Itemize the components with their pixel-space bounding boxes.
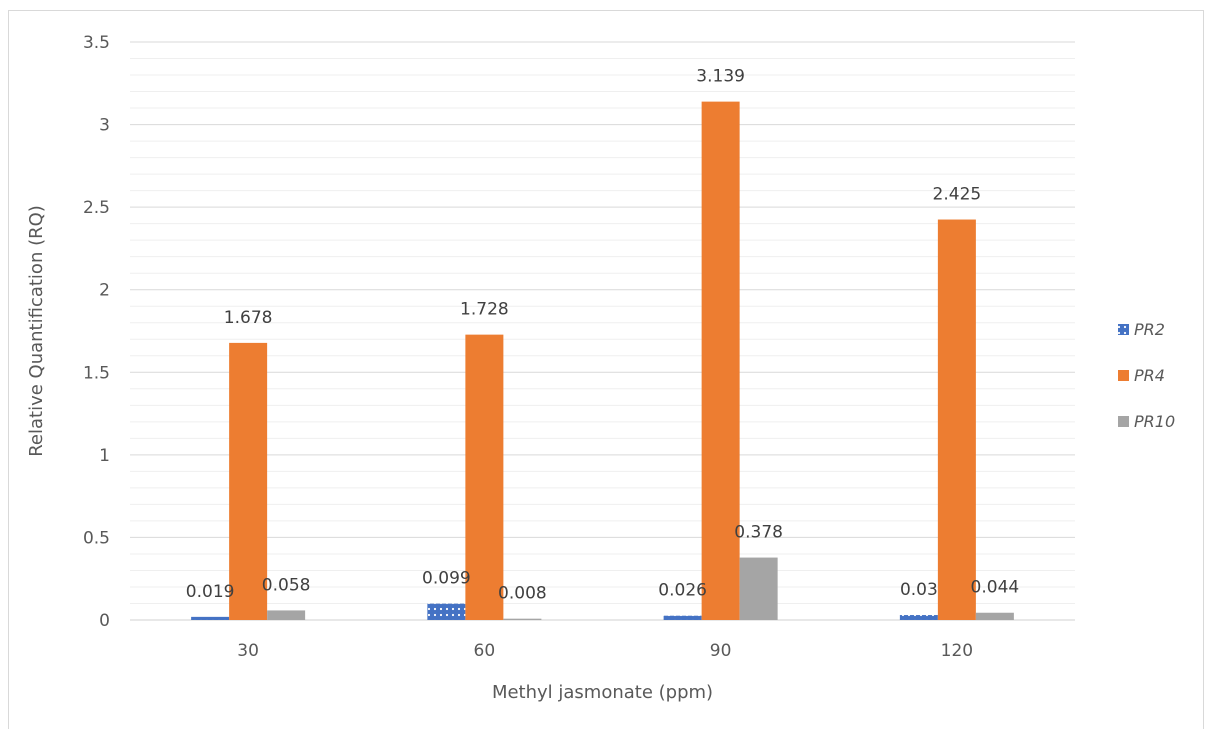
data-label-pr2-90: 0.026 (658, 581, 707, 601)
bar-pr2-60 (427, 603, 466, 620)
data-label-pr2-120: 0.03 (900, 580, 938, 600)
legend: PR2 PR4 PR10 (1118, 320, 1175, 431)
bar-pr10-60 (503, 618, 542, 620)
y-tick-label: 1.5 (83, 363, 110, 383)
x-axis-ticks: 30 60 90 120 (237, 641, 973, 661)
data-label-pr4-30: 1.678 (224, 308, 273, 328)
legend-label-pr2: PR2 (1134, 320, 1165, 339)
y-axis-ticks: 0 0.5 1 1.5 2 2.5 3 3.5 (83, 33, 110, 631)
x-tick-label: 120 (941, 641, 973, 661)
y-tick-label: 2.5 (83, 198, 110, 218)
data-label-pr2-30: 0.019 (186, 582, 235, 602)
bar-pr4-90 (701, 101, 740, 620)
data-label-pr10-30: 0.058 (262, 575, 311, 595)
chart-frame (8, 10, 1204, 729)
x-tick-label: 90 (710, 641, 732, 661)
legend-label-pr10: PR10 (1134, 412, 1175, 431)
bar-pr2-120 (899, 615, 938, 620)
legend-swatch-pr4 (1118, 370, 1129, 381)
legend-label-pr4: PR4 (1134, 366, 1165, 385)
data-label-pr2-60: 0.099 (422, 569, 471, 589)
x-axis-title: Methyl jasmonate (ppm) (492, 682, 713, 703)
legend-swatch-pr10 (1118, 416, 1129, 427)
bar-pr2-90 (663, 615, 702, 620)
bar-pr4-30 (229, 342, 268, 620)
data-label-pr4-120: 2.425 (933, 185, 982, 205)
y-tick-label: 2 (99, 281, 110, 301)
bar-pr4-120 (937, 219, 976, 620)
y-axis-title: Relative Quantification (RQ) (26, 205, 47, 457)
gridlines (130, 41, 1075, 621)
y-tick-label: 0.5 (83, 528, 110, 548)
bar-pr10-30 (267, 610, 306, 620)
data-label-pr4-90: 3.139 (696, 67, 745, 87)
data-label-pr10-120: 0.044 (971, 578, 1020, 598)
bar-pr2-30 (191, 616, 230, 620)
data-label-pr4-60: 1.728 (460, 300, 509, 320)
y-tick-label: 0 (99, 611, 110, 631)
bars (191, 101, 1014, 620)
data-label-pr10-60: 0.008 (498, 584, 547, 604)
legend-swatch-pr2 (1118, 324, 1129, 335)
x-tick-label: 30 (237, 641, 259, 661)
bar-pr4-60 (465, 334, 504, 620)
data-labels: 0.019 1.678 0.058 0.099 1.728 0.008 0.026 3.139… (186, 67, 1019, 604)
bar-pr10-90 (739, 557, 778, 620)
y-tick-label: 1 (99, 446, 110, 466)
y-tick-label: 3 (99, 116, 110, 136)
data-label-pr10-90: 0.378 (734, 523, 783, 543)
x-tick-label: 60 (474, 641, 496, 661)
y-tick-label: 3.5 (83, 33, 110, 53)
bar-pr10-120 (975, 612, 1014, 620)
